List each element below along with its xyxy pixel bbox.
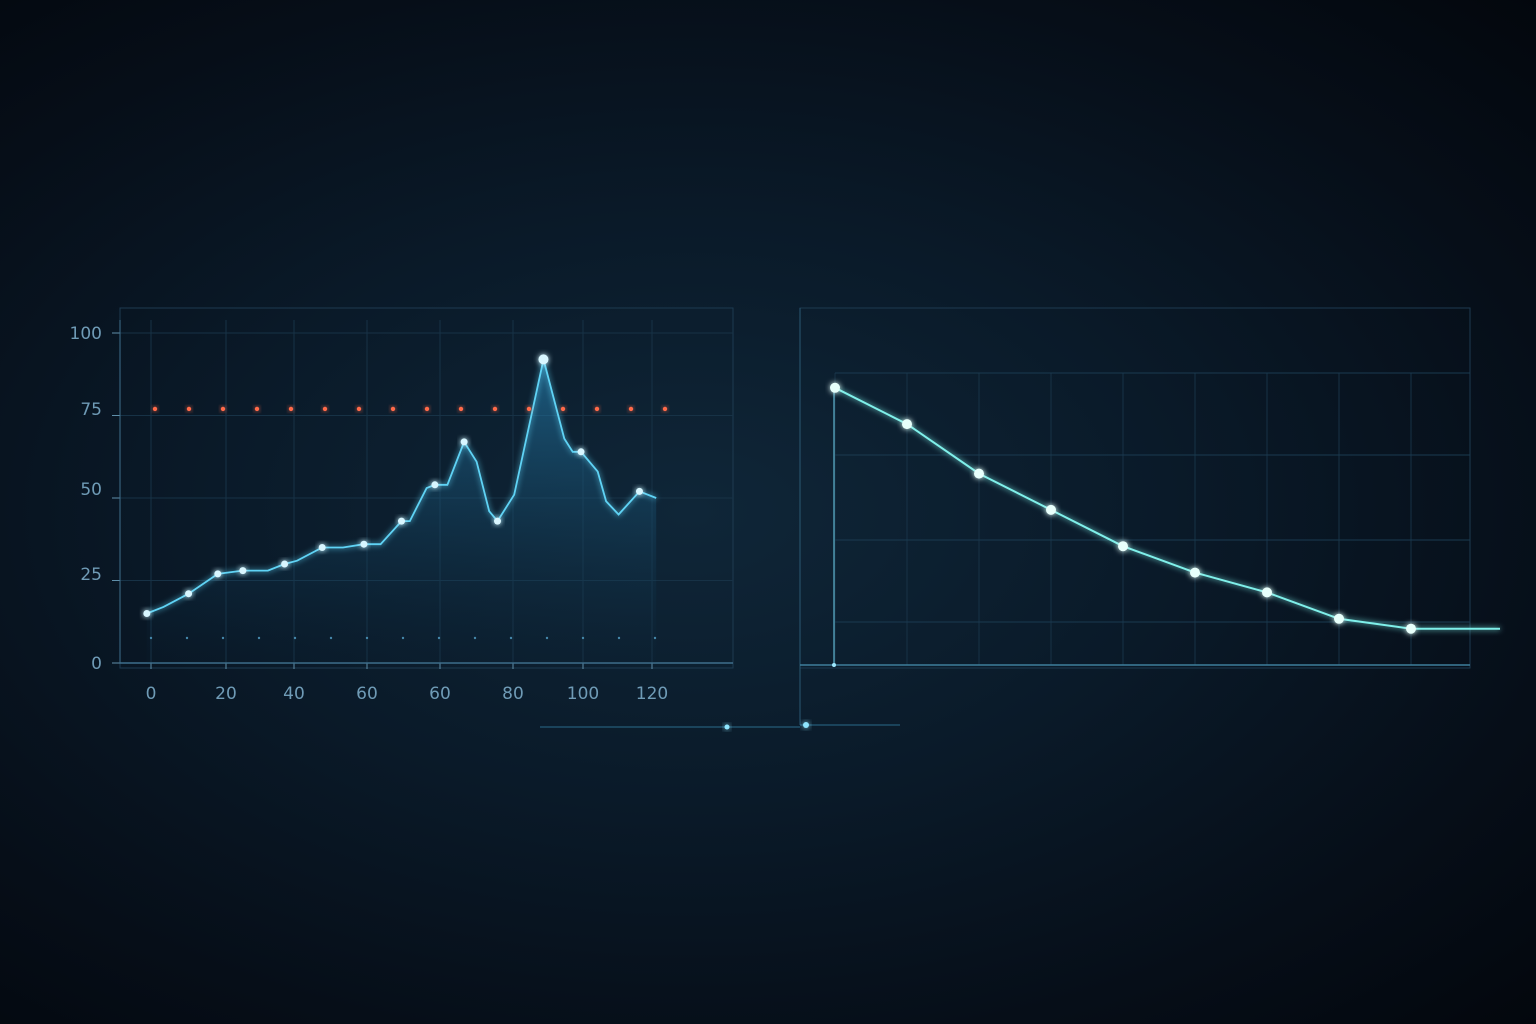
data-point xyxy=(494,517,502,525)
threshold-marker xyxy=(594,406,600,412)
right-panel-frame xyxy=(799,307,1471,669)
data-point xyxy=(185,590,193,598)
data-point xyxy=(1406,623,1416,634)
connector-node xyxy=(803,722,809,728)
data-point xyxy=(1118,541,1128,552)
threshold-marker xyxy=(356,406,362,412)
data-point xyxy=(281,560,289,568)
threshold-marker xyxy=(628,406,634,412)
data-point xyxy=(431,481,439,489)
origin-dot xyxy=(832,663,836,667)
y-tick-label: 50 xyxy=(80,480,102,500)
threshold-marker xyxy=(254,406,260,412)
x-tick-label: 40 xyxy=(283,684,305,704)
x-tick-label: 20 xyxy=(215,684,237,704)
data-point xyxy=(239,567,247,575)
threshold-marker xyxy=(424,406,430,412)
y-tick-label: 75 xyxy=(80,400,102,420)
series-area xyxy=(146,359,657,663)
x-tick-label: 100 xyxy=(567,684,599,704)
data-point xyxy=(635,487,643,495)
series-line xyxy=(834,386,1500,630)
connector-node xyxy=(724,724,730,730)
data-point xyxy=(1334,613,1344,624)
data-point xyxy=(460,438,468,446)
x-tick-label: 0 xyxy=(146,684,157,704)
threshold-marker xyxy=(220,406,226,412)
threshold-marker xyxy=(390,406,396,412)
threshold-marker xyxy=(526,406,532,412)
data-point xyxy=(318,544,326,551)
threshold-marker xyxy=(458,406,464,412)
data-point xyxy=(1262,587,1272,598)
y-tick-label: 100 xyxy=(70,324,102,344)
y-tick-label: 25 xyxy=(80,565,102,585)
threshold-marker xyxy=(186,406,192,412)
threshold-marker xyxy=(322,406,328,412)
data-point xyxy=(360,540,368,548)
y-tick-label: 0 xyxy=(91,654,102,674)
data-point xyxy=(830,382,840,393)
data-point xyxy=(1046,504,1056,515)
threshold-marker xyxy=(492,406,498,412)
x-tick-label: 60 xyxy=(429,684,451,704)
data-point xyxy=(902,419,912,430)
data-point xyxy=(577,448,585,456)
data-point xyxy=(143,610,151,617)
x-tick-label: 120 xyxy=(636,684,668,704)
x-tick-label: 80 xyxy=(502,684,524,704)
data-point xyxy=(538,354,549,365)
data-point xyxy=(1190,567,1200,578)
threshold-marker xyxy=(288,406,294,412)
data-point xyxy=(214,570,222,578)
data-point xyxy=(398,517,405,525)
threshold-marker xyxy=(662,406,668,412)
threshold-marker xyxy=(560,406,566,412)
x-tick-label: 60 xyxy=(356,684,378,704)
threshold-marker xyxy=(152,406,158,412)
data-point xyxy=(974,468,984,479)
